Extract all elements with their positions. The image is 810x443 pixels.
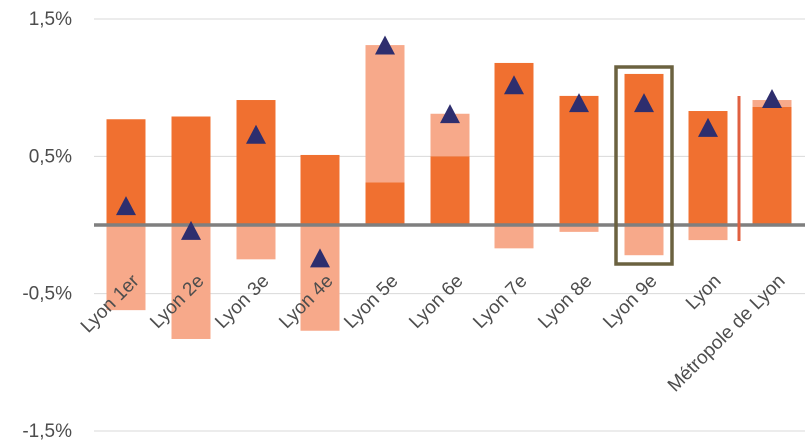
range-bar <box>171 225 211 339</box>
x-category-label: Lyon 7e <box>469 271 531 333</box>
highlight-box <box>614 65 674 266</box>
y-tick-label: -1,5% <box>22 421 72 442</box>
range-bar <box>365 45 405 183</box>
triangle-marker <box>375 35 395 55</box>
value-bar <box>752 106 792 225</box>
x-category-label: Lyon 9e <box>599 271 661 333</box>
x-category-label: Lyon 3e <box>211 271 273 333</box>
y-tick-label: -0,5% <box>22 284 72 305</box>
bars <box>106 45 792 339</box>
triangle-marker <box>569 93 589 113</box>
x-category-label: Lyon 6e <box>405 271 467 333</box>
triangle-marker <box>762 89 782 109</box>
y-tick-label: 0,5% <box>29 146 72 167</box>
x-category-label: Lyon 8e <box>534 271 596 333</box>
value-bar <box>559 95 599 225</box>
range-bar <box>236 225 276 260</box>
triangle-marker <box>440 104 460 124</box>
x-category-label: Lyon <box>682 271 725 314</box>
y-axis-ticks: 1,5% 0,5% -0,5% -1,5% <box>22 9 72 442</box>
range-bar <box>300 225 340 331</box>
range-bar <box>106 225 146 311</box>
value-bar <box>430 156 470 225</box>
triangle-marker <box>634 93 654 113</box>
value-bar <box>365 182 405 225</box>
range-bar <box>624 225 664 256</box>
triangle-marker <box>698 117 718 137</box>
markers <box>116 35 782 268</box>
range-bar <box>688 225 728 241</box>
value-bar <box>236 100 276 225</box>
x-category-label: Lyon 5e <box>340 271 402 333</box>
triangle-marker <box>504 75 524 95</box>
value-bar <box>300 154 340 225</box>
y-tick-label: 1,5% <box>29 9 72 30</box>
x-category-label: Métropole de Lyon <box>664 271 790 397</box>
range-bar <box>559 225 599 232</box>
value-bar <box>171 116 211 225</box>
chart-annotations <box>614 65 741 266</box>
triangle-marker <box>310 248 330 268</box>
triangle-marker <box>181 220 201 240</box>
gridlines <box>94 18 805 432</box>
triangle-marker <box>116 196 136 216</box>
range-bar <box>494 225 534 249</box>
triangle-marker <box>246 124 266 144</box>
